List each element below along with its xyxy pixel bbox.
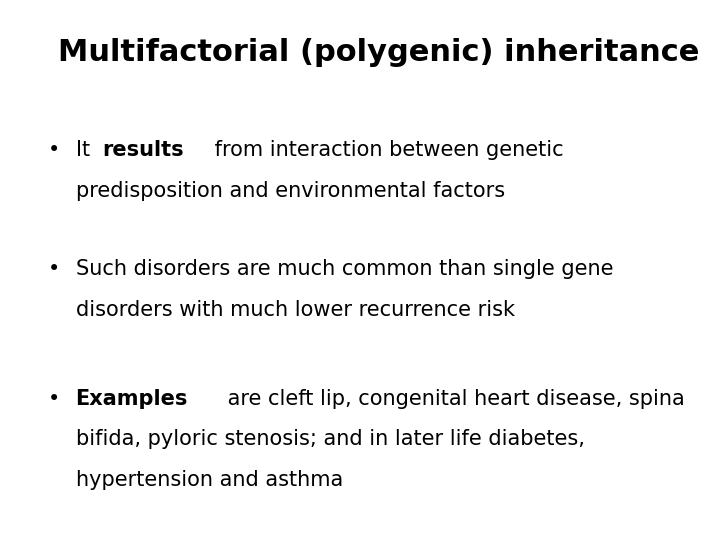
Text: bifida, pyloric stenosis; and in later life diabetes,: bifida, pyloric stenosis; and in later l… xyxy=(76,429,585,449)
Text: It: It xyxy=(76,140,96,160)
Text: hypertension and asthma: hypertension and asthma xyxy=(76,470,343,490)
Text: Multifactorial (polygenic) inheritance: Multifactorial (polygenic) inheritance xyxy=(58,38,699,67)
Text: predisposition and environmental factors: predisposition and environmental factors xyxy=(76,181,505,201)
Text: results: results xyxy=(102,140,184,160)
Text: •: • xyxy=(48,259,60,279)
Text: •: • xyxy=(48,389,60,409)
Text: Such disorders are much common than single gene: Such disorders are much common than sing… xyxy=(76,259,613,279)
Text: from interaction between genetic: from interaction between genetic xyxy=(207,140,563,160)
Text: •: • xyxy=(48,140,60,160)
Text: disorders with much lower recurrence risk: disorders with much lower recurrence ris… xyxy=(76,300,515,320)
Text: are cleft lip, congenital heart disease, spina: are cleft lip, congenital heart disease,… xyxy=(220,389,684,409)
Text: Examples: Examples xyxy=(76,389,188,409)
